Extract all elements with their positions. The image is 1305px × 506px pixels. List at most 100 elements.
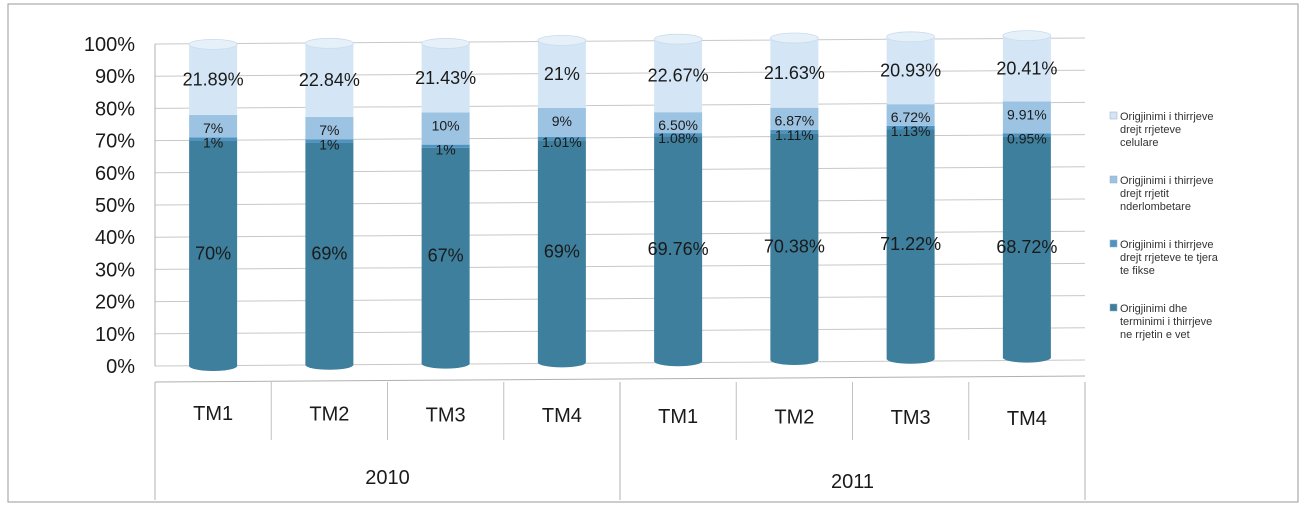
data-label: 20.41% — [996, 58, 1057, 78]
bar-segment — [654, 39, 703, 113]
bar-segment — [305, 139, 354, 143]
legend-label: Origjinimi i thirrjeve — [1120, 239, 1214, 251]
legend-swatch — [1109, 111, 1118, 120]
bar-segment — [189, 137, 238, 141]
bar-segment — [654, 133, 703, 137]
data-label: 21% — [544, 64, 580, 84]
bar-segment — [537, 40, 586, 108]
bar-base — [421, 358, 470, 369]
gridline — [154, 198, 1086, 206]
bar-segment — [1002, 133, 1051, 137]
data-label: 1% — [436, 142, 456, 158]
data-label: 69.76% — [648, 239, 709, 259]
bar-segment — [189, 140, 238, 366]
data-label: 70% — [195, 243, 231, 263]
data-label: 1% — [203, 134, 223, 150]
legend-label: ne rrjetin e vet — [1120, 329, 1190, 341]
bar-top-cap — [769, 32, 819, 44]
bar-segment — [305, 142, 354, 365]
legend-label: Origjinimi i thirrjeve — [1120, 111, 1214, 123]
gridline — [154, 69, 1086, 77]
gridline — [154, 134, 1086, 142]
legend-label: Origjinimi dhe — [1120, 303, 1187, 315]
data-label: 68.72% — [996, 237, 1057, 257]
y-tick-label: 10% — [95, 324, 135, 346]
bar-segment — [421, 147, 470, 364]
data-label: 1.11% — [775, 127, 814, 143]
data-label: 10% — [432, 117, 460, 133]
bar-segment — [654, 136, 703, 362]
y-tick-label: 20% — [95, 292, 135, 314]
data-label: 1.08% — [658, 130, 698, 146]
bar-segment — [305, 43, 354, 117]
bar-segment — [886, 129, 935, 359]
category-label: TM3 — [426, 404, 466, 426]
y-tick-label: 60% — [95, 163, 135, 185]
bar-segment — [770, 38, 819, 108]
bar-segment — [770, 107, 819, 130]
data-label: 22.67% — [648, 66, 709, 86]
bar-base — [189, 361, 238, 371]
bar-segment — [1002, 101, 1051, 134]
bar-segment — [421, 112, 470, 145]
group-label: 2010 — [365, 467, 410, 489]
data-label: 0.95% — [1007, 130, 1047, 146]
gridline — [154, 101, 1086, 109]
bar-segment — [770, 133, 819, 360]
category-label: TM1 — [658, 406, 698, 428]
data-label: 71.22% — [880, 234, 941, 254]
data-label: 21.43% — [415, 68, 476, 88]
legend-label: drejt rrjetit — [1120, 188, 1169, 200]
bar-base — [886, 353, 935, 364]
data-label: 6.72% — [891, 109, 931, 125]
bar-segment — [537, 136, 586, 141]
y-axis: 0% 10% 20% 30% 40% 50% 60% 70% 80% 90% 100% — [84, 34, 156, 378]
chart-border — [7, 3, 1299, 503]
data-label: 1% — [319, 136, 339, 152]
category-axis-line — [154, 375, 1086, 383]
category-label: TM3 — [891, 407, 931, 429]
bar-base — [770, 355, 819, 365]
data-label: 70.38% — [764, 237, 825, 257]
data-label: 7% — [203, 120, 223, 136]
gridline — [154, 166, 1086, 174]
category-label: TM2 — [309, 404, 349, 426]
bar-segment — [305, 116, 354, 140]
data-label: 1.01% — [542, 134, 582, 150]
bar-base — [305, 359, 354, 370]
data-label: 9% — [552, 113, 572, 129]
legend-label: terminimi i thirrjeve — [1120, 316, 1212, 328]
bar-segment — [654, 112, 703, 134]
legend-label: Origjinimi i thirrjeve — [1120, 175, 1214, 187]
legend-label: te fikse — [1120, 265, 1155, 277]
bar-segment — [537, 140, 586, 363]
data-label: 21.89% — [183, 70, 244, 90]
legend-label: drejt rrjeteve — [1120, 124, 1181, 136]
bar-top-cap — [886, 31, 936, 43]
y-tick-label: 0% — [106, 356, 135, 378]
bar-segment — [1002, 136, 1051, 358]
bar-base — [1002, 352, 1051, 363]
y-tick-label: 100% — [84, 34, 135, 56]
bar-segment — [1002, 35, 1051, 102]
gridline — [154, 359, 1086, 367]
y-tick-label: 30% — [95, 259, 135, 281]
bar-top-cap — [304, 37, 354, 49]
bar-segment — [770, 129, 819, 134]
data-label: 20.93% — [880, 60, 941, 80]
data-label: 69% — [311, 244, 347, 264]
bar-top-cap — [653, 33, 703, 45]
bar-top-cap — [1002, 30, 1052, 42]
legend-label: celulare — [1120, 137, 1159, 149]
bar-top-cap — [421, 38, 471, 49]
data-label: 9.91% — [1007, 106, 1047, 122]
bar-segment — [886, 125, 935, 130]
gridline — [154, 327, 1086, 335]
y-tick-label: 70% — [95, 131, 135, 153]
gridline — [154, 295, 1086, 303]
gridline — [154, 230, 1086, 238]
bar-segment — [421, 43, 470, 113]
